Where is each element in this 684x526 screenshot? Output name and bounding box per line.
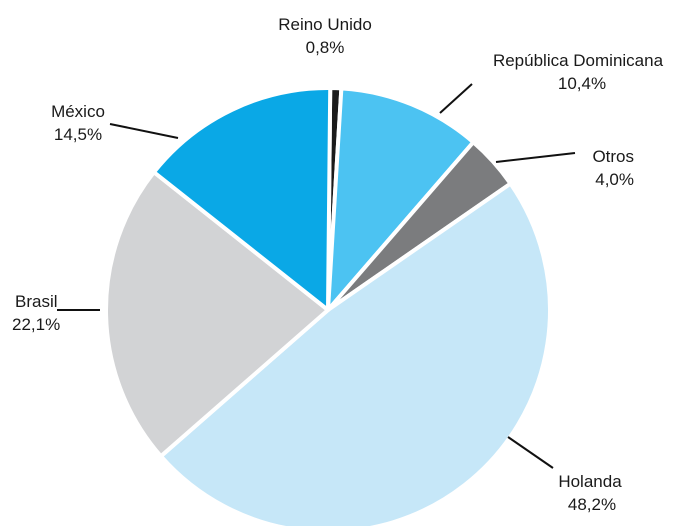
slice-label-reino-unido: Reino Unido xyxy=(278,15,372,34)
slice-label-holanda: Holanda xyxy=(558,472,622,491)
slice-label-otros: Otros xyxy=(592,147,634,166)
slice-label-mexico: México xyxy=(51,102,105,121)
leader-republica-dominicana xyxy=(440,84,472,113)
slice-value-mexico: 14,5% xyxy=(54,125,102,144)
slice-value-reino-unido: 0,8% xyxy=(306,38,345,57)
slice-value-otros: 4,0% xyxy=(595,170,634,189)
leader-holanda xyxy=(508,437,553,468)
slice-label-republica-dominicana: República Dominicana xyxy=(493,51,664,70)
leader-otros xyxy=(496,153,575,162)
slice-value-republica-dominicana: 10,4% xyxy=(558,74,606,93)
slice-value-brasil: 22,1% xyxy=(12,315,60,334)
leader-mexico xyxy=(110,124,178,138)
slice-value-holanda: 48,2% xyxy=(568,495,616,514)
slice-label-brasil: Brasil xyxy=(15,292,58,311)
